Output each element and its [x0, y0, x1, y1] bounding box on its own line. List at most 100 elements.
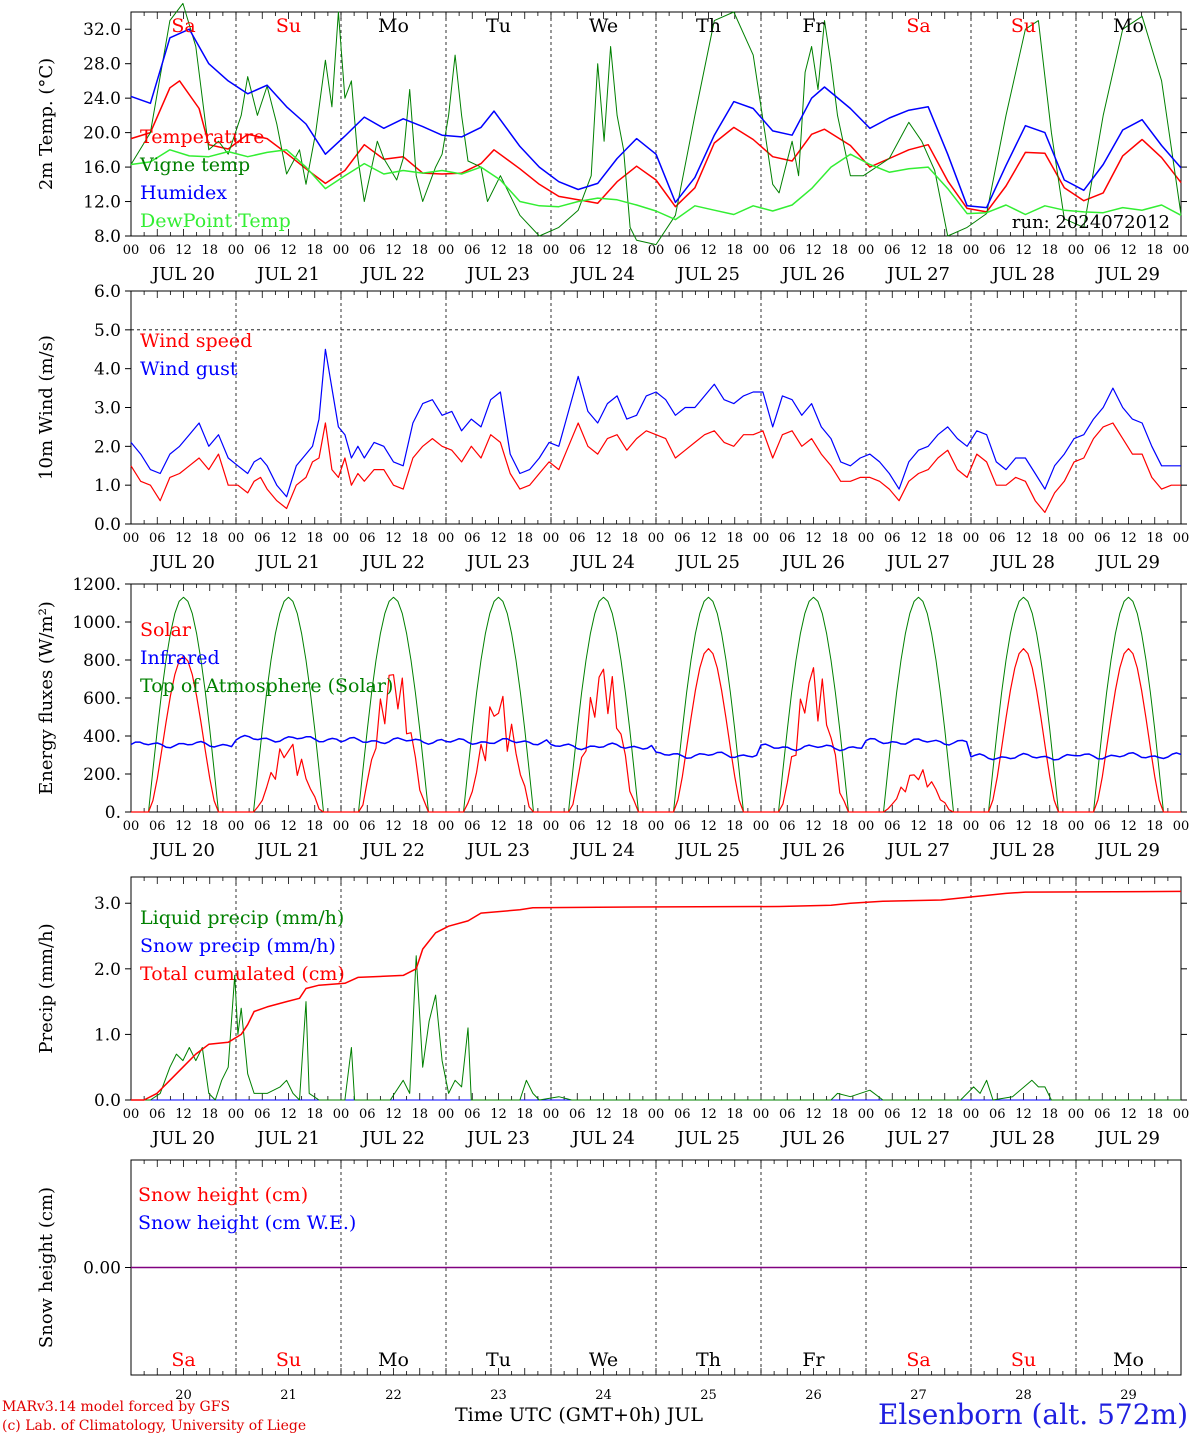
- weekday-label-bottom: Sa: [171, 1349, 195, 1371]
- y-tick-label: 28.0: [83, 55, 121, 75]
- x-hour-label: 00: [438, 1107, 455, 1122]
- weekday-label-bottom: Su: [276, 1349, 301, 1371]
- x-hour-label: 12: [1120, 243, 1137, 258]
- x-hour-label: 18: [831, 819, 848, 834]
- series-line-wind-gust: [130, 348, 1181, 498]
- x-hour-label: 12: [1015, 819, 1032, 834]
- x-hour-label: 12: [805, 531, 822, 546]
- x-hour-label: 12: [280, 819, 297, 834]
- x-hour-label: 18: [411, 531, 428, 546]
- legend-entry: Humidex: [140, 182, 227, 204]
- x-hour-label: 00: [753, 1107, 770, 1122]
- x-hour-label: 12: [805, 819, 822, 834]
- x-hour-label: 06: [1094, 819, 1111, 834]
- x-date-label: JUL 20: [150, 552, 215, 573]
- legend-entry: Vigne temp: [139, 154, 250, 176]
- x-date-label: JUL 25: [675, 552, 740, 573]
- x-date-label: JUL 29: [1095, 840, 1160, 861]
- x-hour-label: 06: [359, 819, 376, 834]
- x-hour-label: 06: [464, 1107, 481, 1122]
- x-hour-label: 00: [858, 819, 875, 834]
- x-date-label: JUL 21: [255, 264, 320, 285]
- day-number-label: 28: [1015, 1388, 1032, 1403]
- x-axis-title: Time UTC (GMT+0h) JUL: [455, 1404, 703, 1426]
- legend-entry: Snow precip (mm/h): [140, 935, 336, 957]
- x-hour-label: 12: [700, 531, 717, 546]
- x-hour-label: 06: [569, 243, 586, 258]
- x-date-label: JUL 28: [990, 552, 1055, 573]
- x-hour-label: 18: [516, 531, 533, 546]
- x-hour-label: 00: [753, 531, 770, 546]
- x-hour-label: 06: [569, 1107, 586, 1122]
- x-date-label: JUL 21: [255, 840, 320, 861]
- x-hour-label: 06: [359, 531, 376, 546]
- x-hour-label: 18: [621, 243, 638, 258]
- x-hour-label: 00: [858, 531, 875, 546]
- x-date-label: JUL 23: [465, 840, 530, 861]
- legend-entry: Liquid precip (mm/h): [140, 907, 344, 929]
- weekday-label: Th: [696, 15, 721, 37]
- x-hour-label: 12: [700, 1107, 717, 1122]
- x-hour-label: 12: [595, 1107, 612, 1122]
- x-date-label: JUL 22: [360, 840, 425, 861]
- day-number-label: 27: [910, 1388, 927, 1403]
- y-tick-label: 2.0: [94, 960, 121, 980]
- x-hour-label: 00: [228, 531, 245, 546]
- x-hour-label: 18: [1041, 243, 1058, 258]
- y-axis-label: Snow height (cm): [36, 1187, 57, 1348]
- x-hour-label: 12: [175, 531, 192, 546]
- x-hour-label: 18: [621, 819, 638, 834]
- x-hour-label: 00: [333, 531, 350, 546]
- x-hour-label: 00: [438, 819, 455, 834]
- x-date-label: JUL 29: [1095, 1128, 1160, 1149]
- x-hour-label: 18: [1146, 531, 1163, 546]
- x-date-label: JUL 26: [780, 552, 845, 573]
- y-tick-label: 0.0: [94, 515, 121, 535]
- x-hour-label: 18: [726, 243, 743, 258]
- x-hour-label: 06: [1094, 243, 1111, 258]
- x-hour-label: 18: [411, 819, 428, 834]
- x-hour-label: 00: [123, 1107, 140, 1122]
- x-hour-label: 00: [333, 1107, 350, 1122]
- legend-entry: Wind gust: [140, 358, 238, 380]
- x-date-label: JUL 22: [360, 1128, 425, 1149]
- x-date-label: JUL 28: [990, 1128, 1055, 1149]
- x-hour-label: 06: [674, 243, 691, 258]
- x-date-label: JUL 20: [150, 840, 215, 861]
- y-tick-label: 200.: [83, 765, 121, 785]
- credit-line-model: MARv3.14 model forced by GFS: [2, 1399, 231, 1415]
- legend-entry: Top of Atmosphere (Solar): [140, 675, 393, 697]
- y-tick-label: 8.0: [94, 227, 121, 247]
- x-hour-label: 18: [1146, 243, 1163, 258]
- series-line-temperature: [130, 80, 1182, 213]
- x-hour-label: 18: [1041, 531, 1058, 546]
- x-hour-label: 18: [726, 819, 743, 834]
- day-number-label: 21: [280, 1388, 297, 1403]
- day-number-label: 25: [700, 1388, 717, 1403]
- x-hour-label: 12: [1015, 1107, 1032, 1122]
- x-hour-label: 12: [595, 531, 612, 546]
- y-tick-label: 2.0: [94, 437, 121, 457]
- x-date-label: JUL 24: [570, 840, 635, 861]
- x-hour-label: 06: [1094, 1107, 1111, 1122]
- x-hour-label: 06: [569, 819, 586, 834]
- x-date-label: JUL 22: [360, 264, 425, 285]
- x-date-label: JUL 21: [255, 1128, 320, 1149]
- x-hour-label: 06: [884, 243, 901, 258]
- x-hour-label: 12: [280, 1107, 297, 1122]
- y-tick-label: 16.0: [83, 158, 121, 178]
- x-hour-label: 12: [805, 243, 822, 258]
- y-tick-label: 5.0: [94, 321, 121, 341]
- day-number-label: 24: [595, 1388, 612, 1403]
- x-hour-label: 06: [149, 819, 166, 834]
- weekday-label: We: [589, 15, 618, 37]
- x-hour-label: 06: [464, 531, 481, 546]
- y-tick-label: 1.0: [94, 1025, 121, 1045]
- weekday-label-bottom: Mo: [1113, 1349, 1144, 1371]
- x-hour-label: 18: [306, 243, 323, 258]
- x-hour-label: 00: [543, 1107, 560, 1122]
- x-hour-label: 18: [516, 1107, 533, 1122]
- x-hour-label: 12: [910, 819, 927, 834]
- weekday-label: Mo: [378, 15, 409, 37]
- series-line-dewpoint-temp: [130, 149, 1182, 221]
